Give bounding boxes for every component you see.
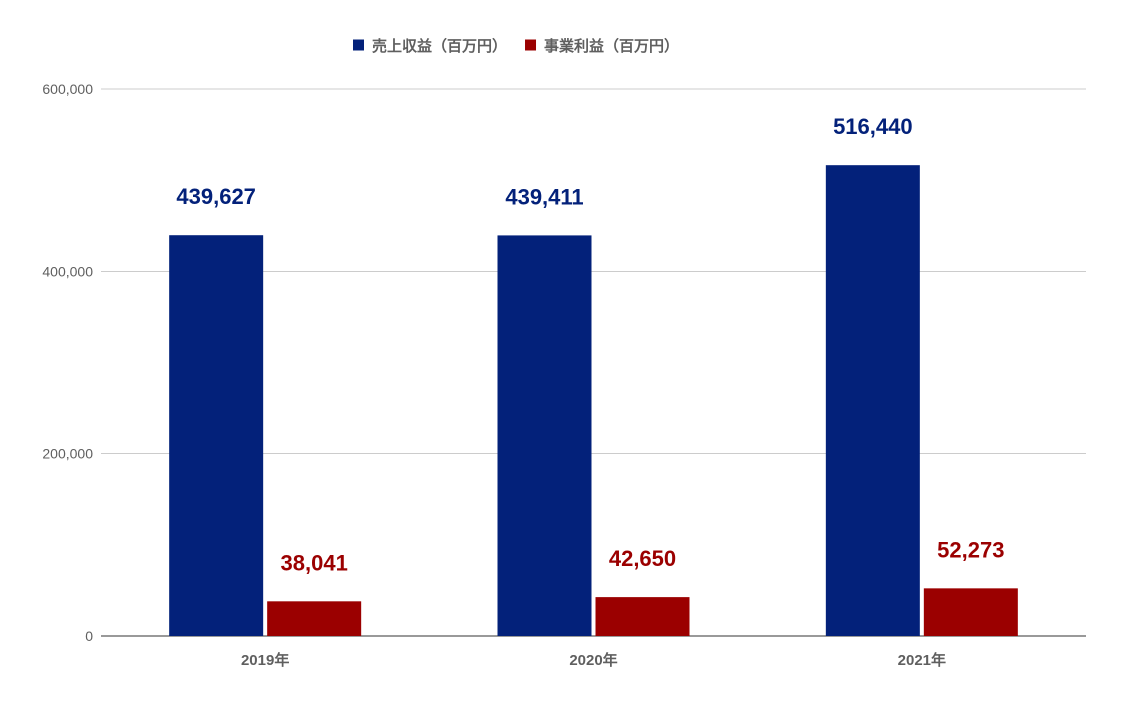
bars bbox=[169, 165, 1018, 637]
bar-revenue-1 bbox=[169, 235, 264, 636]
x-category-label: 2019年 bbox=[241, 651, 289, 669]
y-tick-label: 200,000 bbox=[42, 446, 93, 462]
data-label-revenue-3: 516,440 bbox=[833, 114, 913, 139]
x-axis-categories: 2019年 2020年 2021年 bbox=[241, 651, 946, 669]
legend-item-operating-profit: 事業利益（百万円） bbox=[525, 37, 679, 55]
legend: 売上収益（百万円） 事業利益（百万円） bbox=[353, 37, 679, 55]
legend-label: 事業利益（百万円） bbox=[544, 37, 679, 55]
legend-swatch bbox=[525, 39, 537, 51]
data-labels: 439,627 38,041 439,411 42,650 516,440 52,273 bbox=[176, 114, 1004, 575]
y-tick-label: 400,000 bbox=[42, 263, 93, 279]
data-label-operating-profit-2: 42,650 bbox=[609, 546, 676, 571]
bar-operating-profit-2 bbox=[595, 597, 690, 636]
bar-revenue-2 bbox=[497, 235, 592, 637]
data-label-revenue-2: 439,411 bbox=[505, 184, 583, 209]
y-tick-label: 0 bbox=[85, 628, 93, 644]
legend-swatch bbox=[353, 39, 364, 51]
legend-item-revenue: 売上収益（百万円） bbox=[353, 37, 507, 55]
bar-operating-profit-3 bbox=[923, 588, 1018, 636]
x-category-label: 2020年 bbox=[569, 651, 617, 669]
gridlines bbox=[101, 88, 1086, 637]
data-label-revenue-1: 439,627 bbox=[176, 184, 256, 209]
data-label-operating-profit-1: 38,041 bbox=[281, 550, 348, 575]
y-axis-ticks: 0 200,000 400,000 600,000 bbox=[42, 81, 93, 644]
bar-revenue-3 bbox=[825, 165, 920, 636]
legend-label: 売上収益（百万円） bbox=[372, 37, 507, 55]
y-tick-label: 600,000 bbox=[42, 81, 93, 97]
data-label-operating-profit-3: 52,273 bbox=[937, 537, 1004, 562]
bar-operating-profit-1 bbox=[267, 601, 362, 636]
x-category-label: 2021年 bbox=[898, 651, 946, 669]
